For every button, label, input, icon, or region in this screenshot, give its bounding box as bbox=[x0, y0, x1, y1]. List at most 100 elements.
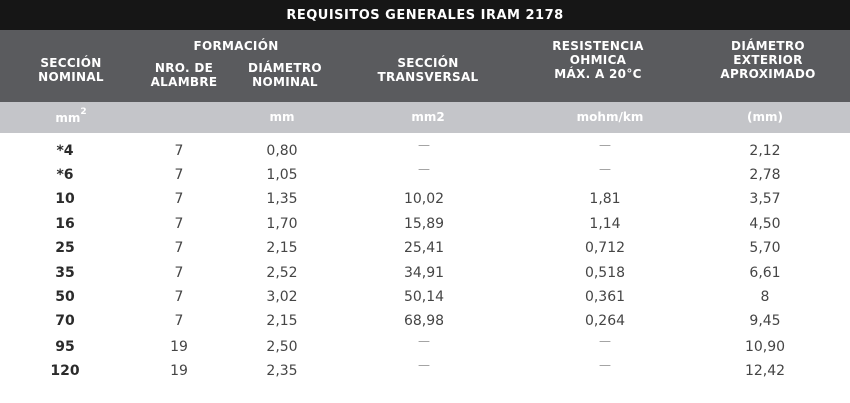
table-row: 120 19 2,35 — — 12,42 bbox=[0, 358, 850, 383]
cell-resistencia: 0,361 bbox=[584, 289, 626, 305]
cell-transversal: 50,14 bbox=[403, 289, 445, 305]
cell-transversal: 10,02 bbox=[403, 191, 445, 207]
cell-exterior: 6,61 bbox=[749, 265, 781, 281]
cell-exterior: 2,78 bbox=[749, 167, 781, 183]
cell-seccion: *4 bbox=[56, 143, 74, 159]
header-line: OHMICA bbox=[569, 53, 627, 67]
header-line: NRO. DE bbox=[154, 61, 214, 75]
unit-seccion-nominal: mm2 bbox=[55, 107, 87, 125]
cell-diametro: 2,15 bbox=[266, 313, 298, 329]
table-row: 10 7 1,35 10,02 1,81 3,57 bbox=[0, 187, 850, 211]
cell-transversal: — bbox=[418, 138, 430, 152]
table-row: 16 7 1,70 15,89 1,14 4,50 bbox=[0, 212, 850, 236]
cell-transversal: 15,89 bbox=[403, 216, 445, 232]
cell-transversal: — bbox=[418, 334, 430, 348]
cell-seccion: 35 bbox=[55, 265, 75, 281]
cell-resistencia: 0,264 bbox=[584, 313, 626, 329]
header-nro-alambre: NRO. DE ALAMBRE bbox=[151, 61, 218, 89]
cell-exterior: 8 bbox=[760, 289, 770, 305]
header-line: ALAMBRE bbox=[150, 75, 218, 89]
header-line: DIÁMETRO bbox=[731, 39, 805, 53]
header-line: MÁX. A 20°C bbox=[554, 67, 642, 81]
cell-transversal: 25,41 bbox=[403, 240, 445, 256]
cell-alambres: 7 bbox=[174, 265, 184, 281]
header-resistencia: RESISTENCIA OHMICA MÁX. A 20°C bbox=[552, 39, 643, 81]
table-row: 95 19 2,50 — — 10,90 bbox=[0, 334, 850, 359]
header-line: SECCIÓN bbox=[40, 56, 102, 70]
cell-exterior: 5,70 bbox=[749, 240, 781, 256]
cell-seccion: 16 bbox=[55, 216, 75, 232]
cell-alambres: 7 bbox=[174, 313, 184, 329]
cell-diametro: 2,35 bbox=[266, 363, 298, 379]
cell-diametro: 2,50 bbox=[266, 339, 298, 355]
table-row: *6 7 1,05 — — 2,78 bbox=[0, 162, 850, 187]
header-formacion: FORMACIÓN bbox=[193, 39, 279, 53]
header-seccion-transversal: SECCIÓN TRANSVERSAL bbox=[378, 56, 479, 84]
table-row: *4 7 0,80 — — 2,12 bbox=[0, 138, 850, 163]
cell-seccion: 120 bbox=[50, 363, 80, 379]
header-line: SECCIÓN bbox=[397, 56, 459, 70]
cell-alambres: 7 bbox=[174, 191, 184, 207]
header-seccion-nominal: SECCIÓN NOMINAL bbox=[38, 56, 104, 84]
header-line: EXTERIOR bbox=[733, 53, 803, 67]
table-header: SECCIÓN NOMINAL FORMACIÓN NRO. DE ALAMBR… bbox=[0, 30, 850, 102]
cell-alambres: 7 bbox=[174, 167, 184, 183]
table-title: REQUISITOS GENERALES IRAM 2178 bbox=[0, 0, 850, 30]
cell-alambres: 7 bbox=[174, 143, 184, 159]
cell-seccion: 70 bbox=[55, 313, 75, 329]
cell-resistencia: — bbox=[599, 162, 611, 176]
header-line: NOMINAL bbox=[252, 75, 318, 89]
cell-transversal: 34,91 bbox=[403, 265, 445, 281]
cell-transversal: 68,98 bbox=[403, 313, 445, 329]
cell-diametro: 1,35 bbox=[266, 191, 298, 207]
cell-exterior: 10,90 bbox=[744, 339, 786, 355]
table-row: 25 7 2,15 25,41 0,712 5,70 bbox=[0, 236, 850, 260]
cell-diametro: 2,52 bbox=[266, 265, 298, 281]
unit-seccion-transversal: mm2 bbox=[411, 110, 445, 124]
cell-diametro: 3,02 bbox=[266, 289, 298, 305]
cell-resistencia: 1,81 bbox=[589, 191, 621, 207]
cell-diametro: 1,05 bbox=[266, 167, 298, 183]
unit-diametro-exterior: (mm) bbox=[747, 110, 783, 124]
header-diametro-nominal: DIÁMETRO NOMINAL bbox=[248, 61, 322, 89]
header-line: TRANSVERSAL bbox=[377, 70, 479, 84]
cell-exterior: 4,50 bbox=[749, 216, 781, 232]
cell-transversal: — bbox=[418, 358, 430, 372]
cell-exterior: 2,12 bbox=[749, 143, 781, 159]
cell-exterior: 3,57 bbox=[749, 191, 781, 207]
cell-seccion: 95 bbox=[55, 339, 75, 355]
cell-seccion: 10 bbox=[55, 191, 75, 207]
cell-resistencia: 0,518 bbox=[584, 265, 626, 281]
cell-resistencia: — bbox=[599, 358, 611, 372]
cell-alambres: 7 bbox=[174, 289, 184, 305]
cell-resistencia: — bbox=[599, 138, 611, 152]
cell-diametro: 1,70 bbox=[266, 216, 298, 232]
cell-resistencia: 0,712 bbox=[584, 240, 626, 256]
unit-resistencia: mohm/km bbox=[576, 110, 644, 124]
unit-diametro-nominal: mm bbox=[269, 110, 295, 124]
header-line: APROXIMADO bbox=[720, 67, 816, 81]
cell-diametro: 2,15 bbox=[266, 240, 298, 256]
table-row: 70 7 2,15 68,98 0,264 9,45 bbox=[0, 309, 850, 333]
header-diametro-exterior: DIÁMETRO EXTERIOR APROXIMADO bbox=[720, 39, 815, 81]
cell-seccion: 25 bbox=[55, 240, 75, 256]
header-line: RESISTENCIA bbox=[552, 39, 644, 53]
cell-alambres: 19 bbox=[170, 339, 188, 355]
cell-transversal: — bbox=[418, 162, 430, 176]
header-line: DIÁMETRO bbox=[248, 61, 322, 75]
cell-exterior: 12,42 bbox=[744, 363, 786, 379]
cell-alambres: 7 bbox=[174, 240, 184, 256]
cell-exterior: 9,45 bbox=[749, 313, 781, 329]
table-row: 50 7 3,02 50,14 0,361 8 bbox=[0, 285, 850, 309]
cell-seccion: 50 bbox=[55, 289, 75, 305]
header-line: NOMINAL bbox=[38, 70, 104, 84]
cell-resistencia: — bbox=[599, 334, 611, 348]
units-row bbox=[0, 102, 850, 133]
table-row: 35 7 2,52 34,91 0,518 6,61 bbox=[0, 261, 850, 285]
cell-alambres: 19 bbox=[170, 363, 188, 379]
cell-seccion: *6 bbox=[56, 167, 74, 183]
cell-diametro: 0,80 bbox=[266, 143, 298, 159]
cell-resistencia: 1,14 bbox=[589, 216, 621, 232]
unit-exponent: 2 bbox=[80, 107, 87, 117]
cell-alambres: 7 bbox=[174, 216, 184, 232]
